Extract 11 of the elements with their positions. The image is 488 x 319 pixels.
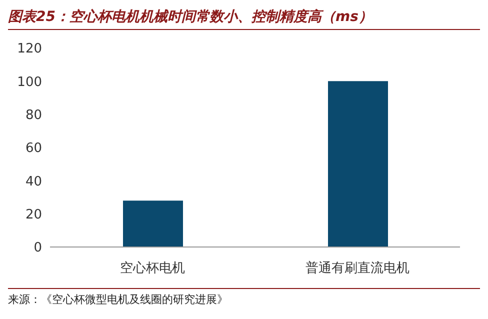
x-tick-label: 普通有刷直流电机 (306, 260, 410, 276)
y-tick-label: 60 (25, 141, 42, 156)
y-tick-label: 100 (17, 74, 42, 90)
source-note: 来源：《空心杯微型电机及线圈的研究进展》 (8, 292, 229, 307)
y-tick-label: 20 (25, 207, 42, 222)
chart-title: 图表25：空心杯电机机械时间常数小、控制精度高（ms） (8, 8, 480, 30)
x-tick-label: 空心杯电机 (120, 260, 185, 276)
y-tick-label: 0 (34, 240, 42, 256)
y-tick-label: 120 (17, 42, 42, 57)
y-tick-label: 40 (25, 174, 42, 190)
y-tick-label: 80 (25, 108, 42, 123)
